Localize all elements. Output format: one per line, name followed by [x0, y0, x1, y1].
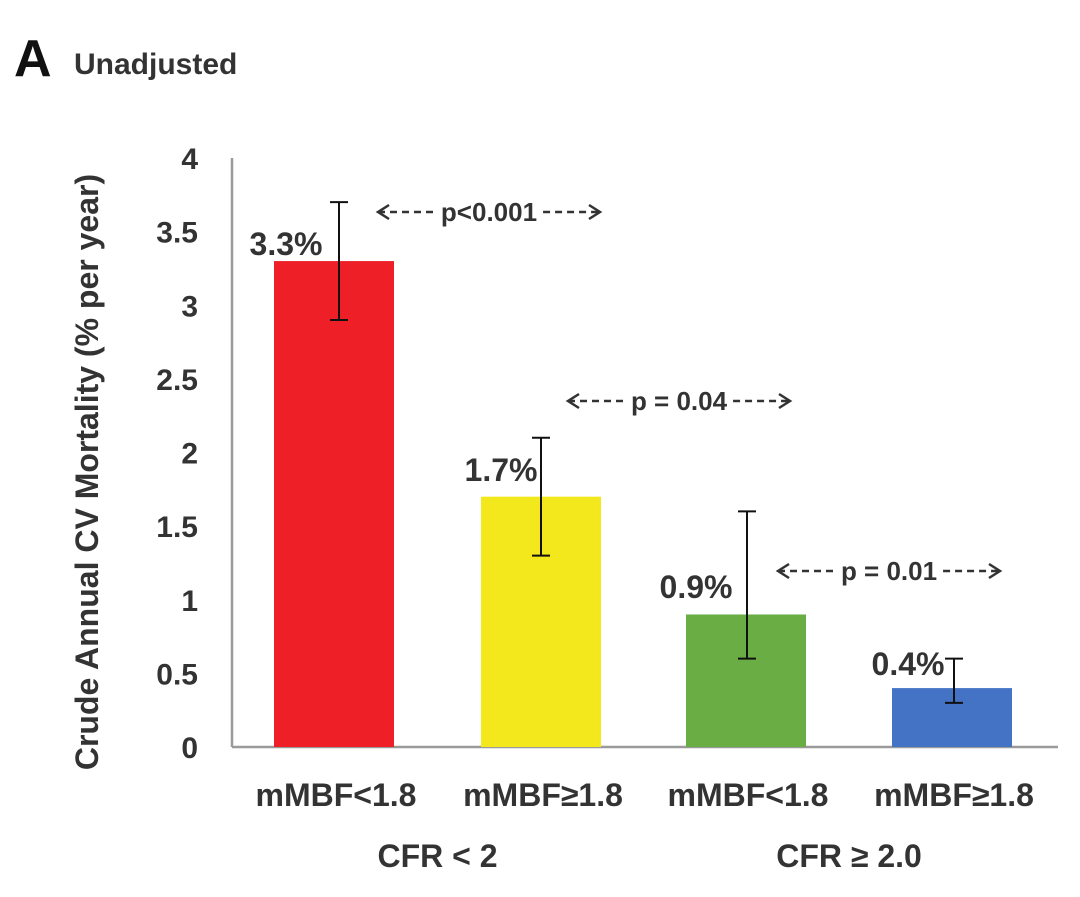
y-tick-label: 0.5 — [156, 658, 198, 691]
p-value-comparisons: p<0.001 p = 0.04 p = 0.01 — [375, 197, 1003, 586]
y-tick-label: 3 — [181, 290, 198, 323]
y-tick-label: 3.5 — [156, 217, 198, 250]
y-tick-label: 2 — [181, 438, 198, 471]
error-bar — [532, 436, 550, 557]
p-value-comparison: p<0.001 — [375, 197, 603, 227]
error-bar — [738, 510, 756, 660]
data-label: 1.7% — [465, 452, 538, 488]
category-label: mMBF≥1.8 — [463, 777, 623, 813]
error-bars — [330, 201, 963, 704]
bar — [892, 688, 1012, 747]
category-label: mMBF<1.8 — [668, 777, 829, 813]
y-tick-label: 0 — [181, 732, 198, 765]
arrowhead-left-icon — [375, 203, 390, 221]
arrowhead-right-icon — [588, 203, 603, 221]
p-value-label: p = 0.01 — [841, 556, 937, 586]
category-label: mMBF≥1.8 — [874, 777, 1034, 813]
panel-letter: A — [14, 30, 52, 88]
arrowhead-left-icon — [775, 562, 790, 580]
data-labels: 3.3% 1.7% 0.9% 0.4% — [250, 226, 945, 682]
group-labels: CFR < 2 CFR ≥ 2.0 — [377, 838, 921, 874]
arrowhead-left-icon — [565, 392, 580, 410]
category-labels: mMBF<1.8 mMBF≥1.8 mMBF<1.8 mMBF≥1.8 — [256, 777, 1034, 813]
panel-title: Unadjusted — [74, 48, 237, 81]
y-tick-label: 2.5 — [156, 364, 198, 397]
p-value-label: p = 0.04 — [631, 386, 728, 416]
data-label: 3.3% — [250, 226, 323, 262]
group-label: CFR ≥ 2.0 — [776, 838, 922, 874]
bar — [274, 261, 394, 747]
arrowhead-right-icon — [988, 562, 1003, 580]
p-value-label: p<0.001 — [441, 197, 537, 227]
y-tick-label: 4 — [181, 143, 198, 176]
y-axis-label: Crude Annual CV Mortality (% per year) — [69, 174, 105, 770]
p-value-comparison: p = 0.01 — [775, 556, 1003, 586]
category-label: mMBF<1.8 — [256, 777, 417, 813]
error-bar — [945, 657, 963, 704]
data-label: 0.9% — [660, 569, 733, 605]
data-label: 0.4% — [872, 646, 945, 682]
y-axis-ticks: 0 0.5 1 1.5 2 2.5 3 3.5 4 — [156, 143, 198, 765]
group-label: CFR < 2 — [377, 838, 497, 874]
p-value-comparison: p = 0.04 — [565, 386, 793, 416]
y-tick-label: 1.5 — [156, 511, 198, 544]
bars — [274, 261, 1012, 747]
y-tick-label: 1 — [181, 585, 198, 618]
arrowhead-right-icon — [778, 392, 793, 410]
error-bar — [330, 201, 348, 321]
